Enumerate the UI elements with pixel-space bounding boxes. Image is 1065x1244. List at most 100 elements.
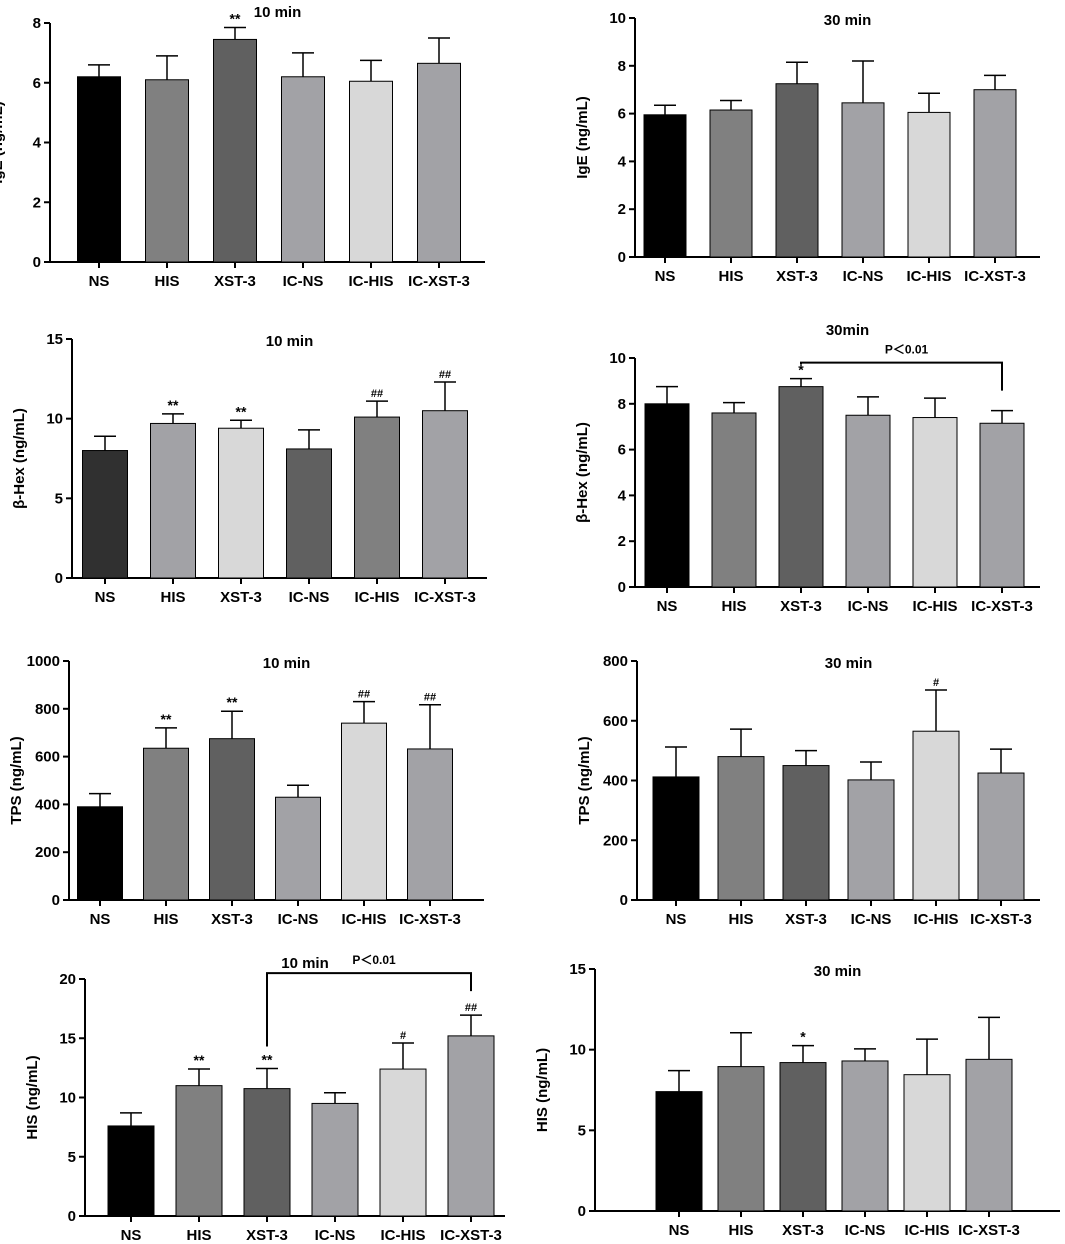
y-tick-label: 0 xyxy=(620,892,628,909)
bar-ns xyxy=(77,76,121,263)
y-tick-label: 0 xyxy=(33,254,41,271)
y-tick-label: 0 xyxy=(618,249,626,266)
y-tick-label: 5 xyxy=(578,1122,586,1139)
y-tick-label: 8 xyxy=(618,58,626,75)
x-tick-label: XST-3 xyxy=(220,589,262,606)
significance-marker: ## xyxy=(424,692,436,704)
y-tick-label: 1000 xyxy=(27,653,60,670)
y-tick-label: 0 xyxy=(578,1203,586,1220)
bar-ic-his xyxy=(354,416,400,579)
bar-xst-3 xyxy=(213,38,257,263)
bar-ic-his xyxy=(912,417,958,588)
bar-ic-xst-3 xyxy=(977,772,1025,901)
bar-ic-his xyxy=(341,722,387,901)
bar-ns xyxy=(644,403,690,588)
y-tick-label: 10 xyxy=(609,350,626,367)
significance-marker: ** xyxy=(168,397,179,413)
y-axis-label: IgE (ng/mL) xyxy=(0,101,6,184)
x-tick-label: XST-3 xyxy=(780,598,822,615)
bar-ic-his xyxy=(912,730,960,901)
x-tick-label: IC-XST-3 xyxy=(971,598,1033,615)
x-tick-label: IC-HIS xyxy=(905,1222,950,1239)
bar-ic-ns xyxy=(847,779,895,901)
x-tick-label: IC-XST-3 xyxy=(414,589,476,606)
bar-ic-ns xyxy=(281,76,325,263)
bar-ic-xst-3 xyxy=(965,1058,1013,1212)
y-tick-label: 200 xyxy=(35,844,60,861)
chart-panel-8: 30 min HIS (ng/mL) 0 5 10 15 NS HIS XST-3 * IC-NS I… xyxy=(534,961,1060,1239)
y-axis-label: β-Hex (ng/mL) xyxy=(574,422,591,523)
x-tick-label: NS xyxy=(89,273,110,290)
y-axis-label: HIS (ng/mL) xyxy=(534,1048,551,1132)
x-tick-label: NS xyxy=(669,1222,690,1239)
y-tick-label: 6 xyxy=(33,75,41,92)
x-tick-label: IC-NS xyxy=(315,1227,356,1244)
bar-ic-xst-3 xyxy=(422,410,468,579)
bar-xst-3 xyxy=(209,738,255,901)
y-tick-label: 10 xyxy=(609,10,626,27)
x-tick-label: IC-NS xyxy=(843,268,884,285)
x-tick-label: IC-HIS xyxy=(913,598,958,615)
bar-ic-xst-3 xyxy=(979,422,1025,588)
x-tick-label: IC-HIS xyxy=(342,911,387,928)
x-tick-label: IC-HIS xyxy=(355,589,400,606)
bar-his xyxy=(145,79,189,263)
significance-marker: ## xyxy=(371,388,383,400)
chart-panel-4: 30min β-Hex (ng/mL) 0 2 4 6 8 10 NS HIS XST-3 * IC-N… xyxy=(574,322,1040,615)
y-tick-label: 2 xyxy=(618,533,626,550)
x-tick-label: HIS xyxy=(160,589,185,606)
bar-ic-xst-3 xyxy=(417,62,461,263)
y-axis-label: HIS (ng/mL) xyxy=(24,1055,41,1139)
x-tick-label: HIS xyxy=(718,268,743,285)
y-tick-label: 15 xyxy=(59,1030,76,1047)
bar-ic-ns xyxy=(311,1102,359,1217)
significance-marker: # xyxy=(933,677,939,689)
chart-title: 30 min xyxy=(814,963,862,980)
bar-ic-xst-3 xyxy=(973,89,1017,258)
chart-panel-5: 10 min TPS (ng/mL) 0 200 400 600 800 1000 NS HIS *… xyxy=(8,653,484,928)
significance-marker: ** xyxy=(262,1051,273,1067)
bar-xst-3 xyxy=(775,83,819,258)
x-tick-label: XST-3 xyxy=(782,1222,824,1239)
bar-xst-3 xyxy=(779,1062,827,1212)
bar-ic-his xyxy=(903,1074,951,1212)
y-tick-label: 15 xyxy=(46,331,63,348)
x-tick-label: NS xyxy=(95,589,116,606)
y-tick-label: 800 xyxy=(603,653,628,670)
y-tick-label: 2 xyxy=(33,194,41,211)
y-tick-label: 10 xyxy=(569,1042,586,1059)
x-tick-label: IC-NS xyxy=(278,911,319,928)
y-tick-label: 4 xyxy=(618,487,627,504)
x-tick-label: HIS xyxy=(186,1227,211,1244)
bar-ic-ns xyxy=(286,448,332,579)
y-axis-label: IgE (ng/mL) xyxy=(574,96,591,179)
bar-ic-ns xyxy=(275,796,321,901)
significance-marker: ** xyxy=(227,694,238,710)
x-tick-label: IC-XST-3 xyxy=(964,268,1026,285)
x-tick-label: HIS xyxy=(728,911,753,928)
y-tick-label: 0 xyxy=(68,1208,76,1225)
y-tick-label: 20 xyxy=(59,971,76,988)
bar-his xyxy=(711,412,757,588)
chart-title: 30 min xyxy=(825,655,873,672)
bar-ns xyxy=(77,806,123,901)
significance-marker: * xyxy=(798,362,804,378)
bar-ic-his xyxy=(349,80,393,263)
bar-his xyxy=(717,756,765,901)
x-tick-label: XST-3 xyxy=(211,911,253,928)
comparison-label: P＜0.01 xyxy=(885,343,929,357)
y-tick-label: 10 xyxy=(46,411,63,428)
x-tick-label: IC-XST-3 xyxy=(440,1227,502,1244)
bar-ic-ns xyxy=(841,1060,889,1212)
x-tick-label: NS xyxy=(666,911,687,928)
x-tick-label: NS xyxy=(121,1227,142,1244)
chart-title: 10 min xyxy=(263,655,311,672)
y-axis-label: TPS (ng/mL) xyxy=(576,736,593,824)
significance-marker: ** xyxy=(161,711,172,727)
bar-ic-his xyxy=(379,1068,427,1217)
bar-xst-3 xyxy=(243,1088,291,1217)
y-tick-label: 2 xyxy=(618,201,626,218)
comparison-bracket xyxy=(800,361,1003,391)
x-tick-label: NS xyxy=(657,598,678,615)
